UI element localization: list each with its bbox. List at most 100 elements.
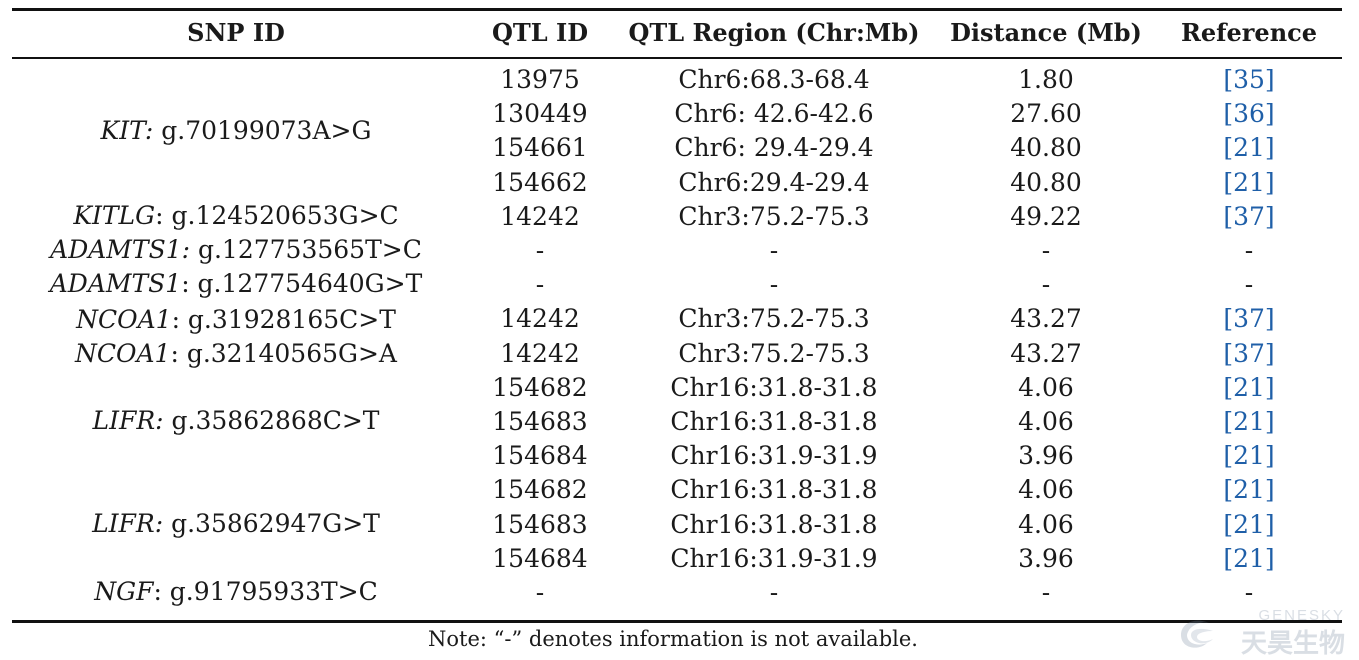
table-row: 154684 Chr16:31.9-31.9 3.96 [21] (12, 439, 1342, 473)
qtl-region-cell: Chr6: 42.6-42.6 (674, 99, 874, 128)
header-qtl-region: QTL Region (Chr:Mb) (628, 18, 920, 47)
distance-cell: 3.96 (1018, 441, 1074, 470)
gene-name: ADAMTS1 (49, 269, 182, 298)
qtl-id-cell: 154684 (492, 441, 588, 470)
qtl-id-cell: - (535, 236, 545, 265)
variant-text: : g.91795933T>C (153, 577, 378, 606)
snp-label-lifr-35862868: LIFR: g.35862868C>T (12, 404, 460, 438)
snp-label-ngf: NGF: g.91795933T>C (12, 575, 460, 609)
reference-cell[interactable]: [21] (1223, 510, 1275, 539)
gene-name: NGF (94, 577, 154, 606)
qtl-region-cell: Chr16:31.9-31.9 (670, 441, 878, 470)
distance-cell: - (1041, 578, 1051, 607)
table-bottom-rule (12, 620, 1342, 623)
variant-text: g.35862947G>T (163, 509, 380, 538)
distance-cell: 27.60 (1010, 99, 1082, 128)
distance-cell: 1.80 (1018, 65, 1074, 94)
table-row: ---- (12, 576, 1342, 610)
distance-cell: 4.06 (1018, 510, 1074, 539)
qtl-region-cell: Chr3:75.2-75.3 (678, 304, 870, 333)
variant-text: : g.124520653G>C (155, 201, 399, 230)
header-snp-id: SNP ID (187, 18, 285, 47)
qtl-id-cell: 14242 (500, 304, 580, 333)
table-row: 14242 Chr3:75.2-75.3 49.22 [37] (12, 200, 1342, 234)
reference-cell[interactable]: [37] (1223, 202, 1275, 231)
qtl-region-cell: Chr3:75.2-75.3 (678, 202, 870, 231)
reference-cell[interactable]: [21] (1223, 168, 1275, 197)
qtl-id-cell: 154684 (492, 544, 588, 573)
qtl-id-cell: - (535, 270, 545, 299)
reference-cell[interactable]: [37] (1223, 304, 1275, 333)
reference-cell[interactable]: [21] (1223, 407, 1275, 436)
qtl-region-cell: Chr16:31.8-31.8 (670, 373, 878, 402)
qtl-id-cell: 154683 (492, 510, 588, 539)
table-row: 154684 Chr16:31.9-31.9 3.96 [21] (12, 542, 1342, 576)
reference-cell[interactable]: [21] (1223, 133, 1275, 162)
table-row: 154662 Chr6:29.4-29.4 40.80 [21] (12, 166, 1342, 200)
reference-cell[interactable]: [35] (1223, 65, 1275, 94)
header-reference: Reference (1180, 18, 1318, 47)
qtl-region-cell: Chr6:68.3-68.4 (678, 65, 870, 94)
reference-cell[interactable]: [21] (1223, 475, 1275, 504)
table-header-rule (12, 57, 1342, 59)
qtl-region-cell: Chr6:29.4-29.4 (678, 168, 870, 197)
gene-name: LIFR: (92, 406, 164, 435)
qtl-region-cell: Chr16:31.8-31.8 (670, 510, 878, 539)
snp-label-adamts1-127753565: ADAMTS1: g.127753565T>C (12, 233, 460, 267)
table-header-row: SNP ID QTL ID QTL Region (Chr:Mb) Distan… (12, 12, 1342, 56)
header-distance: Distance (Mb) (950, 18, 1142, 47)
distance-cell: 43.27 (1010, 339, 1082, 368)
gene-name: KIT: (100, 116, 154, 145)
qtl-region-cell: - (769, 578, 779, 607)
distance-cell: 43.27 (1010, 304, 1082, 333)
qtl-id-cell: 14242 (500, 202, 580, 231)
qtl-id-cell: 130449 (492, 99, 588, 128)
variant-text: : g.32140565G>A (170, 339, 397, 368)
snp-label-ncoa1-31928165: NCOA1: g.31928165C>T (12, 303, 460, 337)
qtl-region-cell: Chr6: 29.4-29.4 (674, 133, 874, 162)
qtl-region-cell: Chr3:75.2-75.3 (678, 339, 870, 368)
snp-label-kit-70199073: KIT: g.70199073A>G (12, 114, 460, 148)
distance-cell: 40.80 (1010, 133, 1082, 162)
reference-cell: - (1244, 236, 1254, 265)
distance-cell: 4.06 (1018, 475, 1074, 504)
reference-cell: - (1244, 270, 1254, 299)
table-row: 154683 Chr16:31.8-31.8 4.06 [21] (12, 405, 1342, 439)
qtl-region-cell: - (769, 270, 779, 299)
qtl-id-cell: 13975 (500, 65, 580, 94)
snp-label-kitlg: KITLG: g.124520653G>C (12, 199, 460, 233)
reference-cell: - (1244, 578, 1254, 607)
table-row: 154682 Chr16:31.8-31.8 4.06 [21] (12, 473, 1342, 507)
genesky-watermark: GENESKY 天昊生物 (1175, 607, 1345, 659)
variant-text: g.35862868C>T (163, 406, 380, 435)
reference-cell[interactable]: [37] (1223, 339, 1275, 368)
snp-label-lifr-35862947: LIFR: g.35862947G>T (12, 507, 460, 541)
table-row: 13975 Chr6:68.3-68.4 1.80 [35] (12, 63, 1342, 97)
qtl-id-cell: 154661 (492, 133, 588, 162)
reference-cell[interactable]: [21] (1223, 544, 1275, 573)
header-qtl-id: QTL ID (491, 18, 589, 47)
table-row: 154683 Chr16:31.8-31.8 4.06 [21] (12, 508, 1342, 542)
table-top-rule (12, 8, 1342, 11)
distance-cell: 49.22 (1010, 202, 1082, 231)
qtl-region-cell: - (769, 236, 779, 265)
distance-cell: 4.06 (1018, 407, 1074, 436)
reference-cell[interactable]: [36] (1223, 99, 1275, 128)
distance-cell: - (1041, 270, 1051, 299)
reference-cell[interactable]: [21] (1223, 373, 1275, 402)
table-row: ---- (12, 268, 1342, 302)
qtl-region-cell: Chr16:31.8-31.8 (670, 407, 878, 436)
gene-name: KITLG (73, 201, 156, 230)
qtl-id-cell: 14242 (500, 339, 580, 368)
watermark-english: GENESKY (1258, 607, 1345, 624)
variant-text: : g.127754640G>T (181, 269, 423, 298)
qtl-region-cell: Chr16:31.9-31.9 (670, 544, 878, 573)
watermark-chinese: 天昊生物 (1240, 629, 1345, 659)
table-row: 154661 Chr6: 29.4-29.4 40.80 [21] (12, 131, 1342, 165)
reference-cell[interactable]: [21] (1223, 441, 1275, 470)
gene-name: NCOA1 (76, 305, 172, 334)
table-row: 14242 Chr3:75.2-75.3 43.27 [37] (12, 302, 1342, 336)
qtl-id-cell: - (535, 578, 545, 607)
variant-text: g.127753565T>C (190, 235, 422, 264)
snp-label-adamts1-127754640: ADAMTS1: g.127754640G>T (12, 267, 460, 301)
